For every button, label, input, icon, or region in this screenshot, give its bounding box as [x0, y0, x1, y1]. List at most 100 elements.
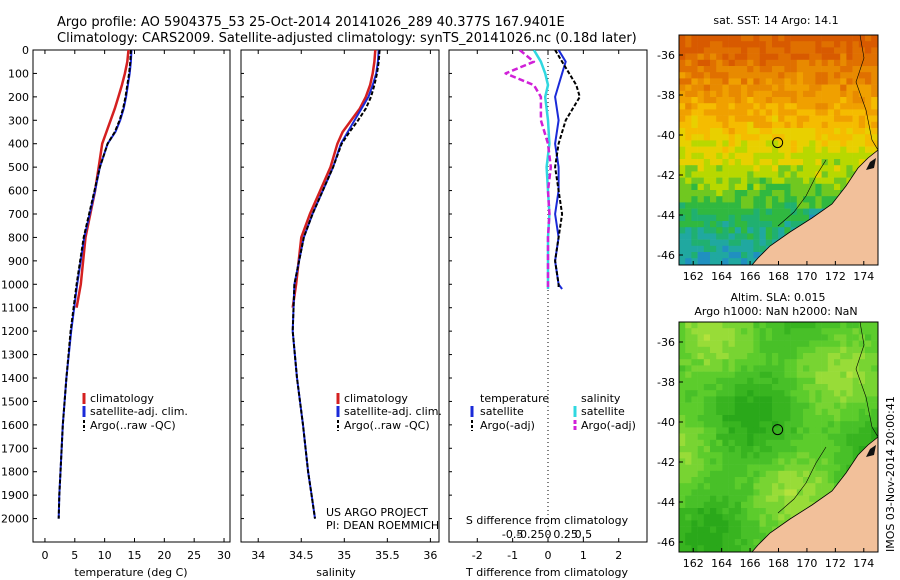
map-cell	[747, 353, 754, 360]
map-cell	[809, 165, 816, 172]
map-cell	[815, 340, 822, 348]
map-cell	[772, 66, 779, 73]
map-cell	[685, 532, 692, 540]
map-cell	[790, 59, 798, 67]
map-cell	[871, 115, 878, 123]
map-cell	[716, 128, 723, 135]
map-cell	[741, 134, 748, 141]
map-cell	[765, 128, 773, 135]
map-cell	[784, 446, 791, 453]
map-cell	[728, 371, 736, 379]
map-cell	[784, 415, 791, 422]
map-cell	[734, 134, 742, 141]
map-cell	[778, 458, 785, 465]
map-cell	[840, 90, 847, 98]
map-cell	[728, 152, 736, 160]
map-cell	[734, 353, 742, 360]
map-cell	[827, 103, 835, 110]
pi-label: PI: DEAN ROEMMICH	[326, 519, 439, 532]
map-cell	[815, 427, 822, 434]
map-cell	[790, 196, 798, 203]
map-cell	[840, 159, 847, 166]
map-cell	[685, 35, 692, 42]
map-cell	[827, 84, 835, 92]
map-cell	[796, 152, 804, 160]
map-cell	[741, 202, 748, 209]
map-cell	[703, 245, 711, 253]
map-cell	[803, 346, 810, 354]
map-cell	[679, 103, 686, 110]
map-cell	[790, 66, 798, 73]
map-cell	[710, 90, 717, 98]
map-cell	[796, 346, 804, 354]
map-cell	[753, 322, 760, 329]
map-cell	[803, 501, 810, 509]
map-cell	[679, 353, 686, 360]
map-cell	[679, 84, 686, 92]
map-cell	[846, 165, 853, 172]
map-cell	[734, 520, 742, 527]
map-cell	[772, 458, 779, 465]
map-cell	[716, 97, 723, 104]
map-cell	[753, 377, 760, 385]
map-cell	[679, 159, 686, 166]
map-cell	[790, 84, 798, 92]
isobath-line	[855, 35, 878, 151]
map-cell	[784, 384, 791, 391]
map-cell	[685, 508, 692, 515]
map-cell	[697, 377, 705, 385]
map-cell	[703, 66, 711, 73]
map-cell	[790, 328, 798, 335]
map-cell	[821, 384, 829, 391]
map-cell	[796, 84, 804, 92]
map-cell	[834, 408, 841, 416]
map-cell	[697, 526, 705, 534]
map-cell	[697, 495, 705, 503]
map-cell	[834, 427, 841, 434]
map-cell	[809, 477, 816, 484]
map-cell	[741, 227, 748, 234]
map-cell	[747, 359, 754, 366]
map-cell	[747, 421, 754, 428]
map-cell	[821, 190, 829, 197]
map-cell	[716, 245, 723, 253]
map-cell	[772, 408, 779, 416]
map-cell	[796, 202, 804, 209]
map-cell	[846, 433, 853, 441]
map-cell	[790, 190, 798, 197]
map-cell	[691, 183, 698, 191]
map-cell	[803, 377, 810, 385]
map-cell	[747, 177, 754, 185]
map-cell	[821, 72, 829, 79]
map-cell	[734, 390, 742, 397]
x-tick-label: 1	[580, 549, 587, 562]
map-cell	[858, 334, 866, 341]
map-cell	[834, 396, 841, 403]
map-cell	[759, 477, 767, 484]
series-line-argo_s	[504, 50, 553, 289]
map-cell	[834, 97, 841, 104]
map-cell	[772, 353, 779, 360]
map-cell	[821, 458, 829, 465]
legend-clim-label: climatology	[344, 392, 408, 405]
map-cell	[846, 134, 853, 141]
map-cell	[685, 165, 692, 172]
difference-panel: -2 -1 0 1 2 T difference from climatology S …	[448, 49, 648, 579]
map-cell	[765, 84, 773, 92]
map-cell	[741, 239, 748, 247]
map-cell	[710, 545, 717, 552]
map-cell	[753, 90, 760, 98]
map-cell	[741, 477, 748, 484]
map-cell	[865, 365, 872, 372]
map-cell	[697, 202, 705, 209]
map-cell	[741, 433, 748, 441]
map-cell	[858, 53, 866, 61]
map-cell	[728, 346, 736, 354]
map-cell	[821, 47, 829, 54]
map-cell	[778, 396, 785, 403]
map-cell	[840, 53, 847, 61]
map-cell	[852, 390, 860, 397]
map-cell	[691, 109, 698, 116]
map-x-tick-label: 172	[825, 557, 846, 570]
map-cell	[710, 365, 717, 372]
